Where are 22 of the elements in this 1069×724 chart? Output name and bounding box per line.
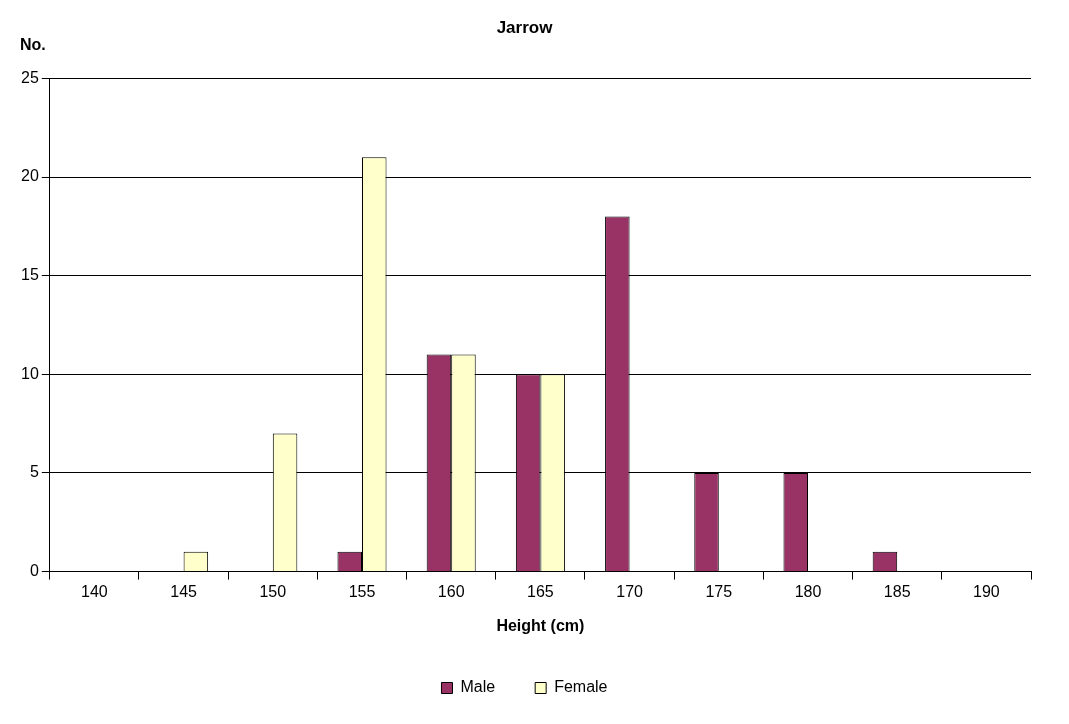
x-tick-label: 155 — [348, 582, 376, 600]
y-tick-label: 25 — [21, 68, 39, 86]
y-tick-label: 5 — [29, 463, 39, 481]
y-tick-label: 0 — [29, 562, 39, 580]
x-tick-label: 150 — [259, 582, 287, 600]
x-tick-label: 170 — [616, 582, 644, 600]
y-tick-label: 10 — [21, 364, 39, 382]
x-tick-label: 145 — [170, 582, 198, 600]
y-axis-title: No. — [20, 36, 46, 54]
legend-label: Male — [460, 678, 496, 696]
x-tick-label: 190 — [973, 582, 1000, 600]
legend-label: Female — [554, 678, 608, 696]
x-tick-label: 180 — [794, 582, 822, 600]
x-axis-title: Height (cm) — [496, 616, 585, 634]
x-tick-label: 165 — [527, 582, 554, 600]
x-tick-label: 175 — [705, 582, 733, 600]
x-tick-label: 160 — [437, 582, 465, 600]
chart-title: Jarrow — [496, 17, 554, 37]
x-tick-label: 185 — [883, 582, 911, 600]
x-tick-label: 140 — [81, 582, 108, 600]
y-tick-label: 15 — [21, 266, 39, 284]
y-tick-label: 20 — [21, 167, 39, 185]
